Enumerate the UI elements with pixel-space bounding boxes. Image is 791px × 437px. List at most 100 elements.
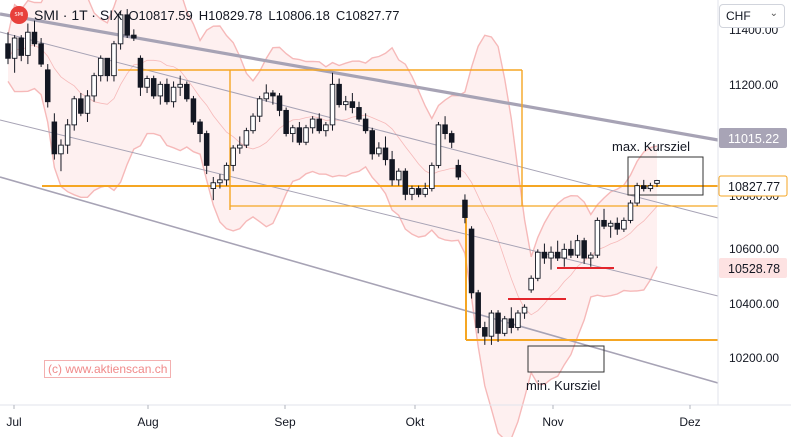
candle-body [641, 185, 647, 190]
candle-body [18, 37, 24, 56]
candle-body [654, 180, 660, 184]
candle [415, 185, 422, 198]
high-value: H10829.78 [198, 7, 263, 23]
candle-body [415, 188, 422, 195]
candle-body [515, 312, 521, 328]
candle [230, 145, 236, 172]
candle-body [356, 107, 362, 120]
candle [541, 243, 548, 264]
candle-body [150, 78, 157, 97]
candle [184, 81, 190, 102]
candle [144, 75, 150, 94]
candle [38, 38, 44, 67]
candle-body [521, 306, 528, 314]
candle-body [627, 202, 634, 221]
candle-body [382, 147, 389, 161]
candle [601, 208, 607, 230]
candle [124, 9, 130, 39]
candle-body [535, 251, 541, 279]
candle [382, 136, 389, 166]
candle [131, 29, 137, 41]
candle [528, 275, 534, 293]
candle [296, 121, 303, 146]
candle [58, 139, 64, 172]
candle [521, 304, 528, 319]
candle-body [647, 185, 654, 190]
candle-body [422, 188, 428, 195]
candle [137, 55, 144, 96]
candle-body [290, 127, 296, 135]
candle [316, 113, 323, 134]
candle [31, 20, 38, 47]
candle [462, 194, 468, 224]
candle [568, 240, 574, 259]
candles [5, 9, 660, 345]
candle-body [442, 124, 448, 135]
candle-body [157, 83, 164, 97]
candle [442, 116, 448, 140]
candle [91, 72, 97, 102]
candle [614, 217, 621, 235]
candle-body [117, 14, 124, 45]
symbol-label[interactable]: SMI · 1T · SIX [34, 7, 123, 23]
candle [468, 226, 475, 299]
badge-last-price: 10827.77 [728, 180, 780, 194]
smi-logo: SMI [10, 6, 28, 24]
candle-body [177, 83, 183, 88]
candle [349, 93, 356, 114]
badge-upper-channel: 11015.22 [728, 132, 779, 146]
candle-body [316, 118, 323, 132]
candle-body [25, 31, 31, 56]
candle-body [44, 69, 51, 103]
candle-body [164, 83, 170, 103]
candle-body [395, 170, 402, 181]
currency-value: CHF [726, 9, 751, 23]
x-tick-label: Nov [542, 415, 563, 429]
candle-body [376, 147, 382, 155]
candle [309, 116, 316, 134]
badge-last-price-bg [718, 175, 788, 197]
candle [376, 142, 382, 157]
candle-body [51, 121, 58, 155]
candle [164, 78, 170, 105]
candle-body [349, 101, 356, 108]
candle-body [574, 240, 581, 256]
ohlc-legend: SMI SMI · 1T · SIX O10817.59 H10829.78 L… [10, 6, 399, 24]
candle-body [276, 95, 283, 111]
candle-body [296, 127, 303, 143]
candle-body [488, 312, 495, 337]
candle [217, 174, 223, 189]
candle [237, 136, 243, 154]
candle [429, 162, 435, 192]
candle-body [144, 78, 150, 88]
candle [177, 75, 183, 96]
candle [634, 182, 640, 206]
candle [117, 11, 124, 50]
x-tick-label: Jul [6, 415, 21, 429]
y-tick-label: 11200.00 [729, 78, 778, 92]
candle [170, 81, 177, 108]
candle-body [91, 75, 97, 97]
candle [5, 32, 11, 65]
currency-select[interactable]: CHF ⌄ [719, 4, 785, 28]
price-badges: 11015.22 10827.77 10528.78 [718, 128, 788, 278]
badge-lower-price: 10528.78 [728, 262, 780, 276]
y-tick-label: 10400.00 [729, 297, 779, 311]
candle [342, 95, 349, 111]
candle-body [329, 83, 336, 126]
candle [475, 289, 481, 334]
candle-body [309, 118, 316, 129]
candle [362, 113, 369, 134]
candle [197, 119, 203, 143]
candle-body [554, 251, 561, 259]
candle-body [97, 57, 104, 77]
candle-body [455, 164, 462, 178]
candle [515, 310, 521, 331]
candle-body [203, 133, 210, 166]
candle [409, 185, 415, 201]
candle-body [607, 222, 614, 227]
candle-body [111, 43, 117, 77]
candle [535, 249, 541, 282]
